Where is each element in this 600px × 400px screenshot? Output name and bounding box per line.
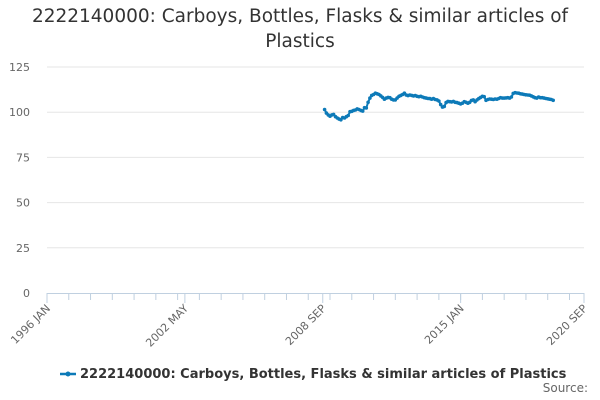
y-tick-label: 75 bbox=[16, 151, 30, 164]
data-point bbox=[438, 102, 443, 107]
data-point bbox=[437, 99, 441, 103]
data-point bbox=[366, 100, 370, 105]
x-tick-label: 2015 JAN bbox=[422, 302, 467, 347]
series-line bbox=[323, 91, 554, 121]
source-credit: Source: bbox=[542, 381, 588, 395]
legend-swatch-icon bbox=[60, 371, 76, 377]
x-axis: 1996 JAN 2002 MAY 2008 SEP 2015 JAN 2020 SEP bbox=[8, 293, 590, 350]
data-point bbox=[360, 109, 365, 113]
data-point bbox=[442, 104, 447, 109]
y-axis: 0 25 50 75 100 125 bbox=[9, 61, 30, 300]
x-tick-label: 2002 MAY bbox=[143, 302, 191, 350]
data-point bbox=[551, 98, 555, 103]
y-tick-label: 25 bbox=[16, 242, 30, 255]
data-point bbox=[509, 95, 514, 99]
data-point bbox=[322, 107, 327, 112]
x-tick-label: 1996 JAN bbox=[8, 302, 53, 347]
data-point bbox=[364, 106, 369, 110]
legend[interactable]: 2222140000: Carboys, Bottles, Flasks & s… bbox=[60, 364, 566, 384]
chart-title: 2222140000: Carboys, Bottles, Flasks & s… bbox=[31, 6, 569, 52]
y-tick-label: 0 bbox=[23, 287, 30, 300]
x-tick-label: 2008 SEP bbox=[283, 302, 329, 348]
series-layer bbox=[322, 90, 555, 122]
data-point bbox=[482, 94, 487, 99]
data-point bbox=[346, 113, 351, 118]
x-tick-label: 2020 SEP bbox=[544, 302, 590, 348]
legend-label: 2222140000: Carboys, Bottles, Flasks & s… bbox=[80, 366, 567, 382]
y-tick-label: 50 bbox=[16, 197, 30, 210]
data-point bbox=[368, 96, 372, 100]
y-tick-label: 100 bbox=[9, 106, 30, 119]
grid-lines bbox=[47, 66, 584, 249]
y-tick-label: 125 bbox=[9, 61, 30, 74]
